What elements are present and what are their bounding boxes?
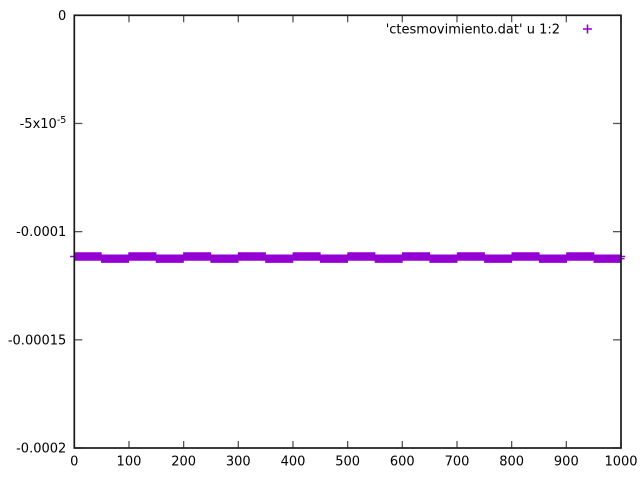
axis-tick-labels: 0 100 200 300 400 500 600 700 800 900 1000 0 -5x10-5… [8, 9, 638, 470]
y-tick-label: -0.0002 [16, 442, 66, 457]
x-tick-label: 1000 [604, 455, 637, 470]
legend-label: 'ctesmovimiento.dat' u 1:2 [386, 23, 560, 38]
y-tick-label: -5x10-5 [20, 115, 67, 132]
legend-plus-marker-icon [583, 24, 592, 34]
y-tick-label: -0.00015 [8, 333, 66, 348]
x-tick-label: 800 [499, 455, 524, 470]
x-tick-label: 600 [390, 455, 415, 470]
y-tick-label: 0 [58, 9, 66, 24]
x-tick-label: 300 [226, 455, 251, 470]
x-tick-label: 0 [70, 455, 78, 470]
plot-border [73, 14, 622, 449]
y-tick-label-superscript: -5 [57, 115, 66, 126]
x-tick-label: 900 [554, 455, 579, 470]
x-tick-label: 400 [281, 455, 306, 470]
x-tick-label: 700 [445, 455, 470, 470]
y-tick-label: -0.0001 [16, 225, 66, 240]
x-tick-label: 500 [335, 455, 360, 470]
x-tick-label: 200 [171, 455, 196, 470]
x-tick-label: 100 [117, 455, 142, 470]
